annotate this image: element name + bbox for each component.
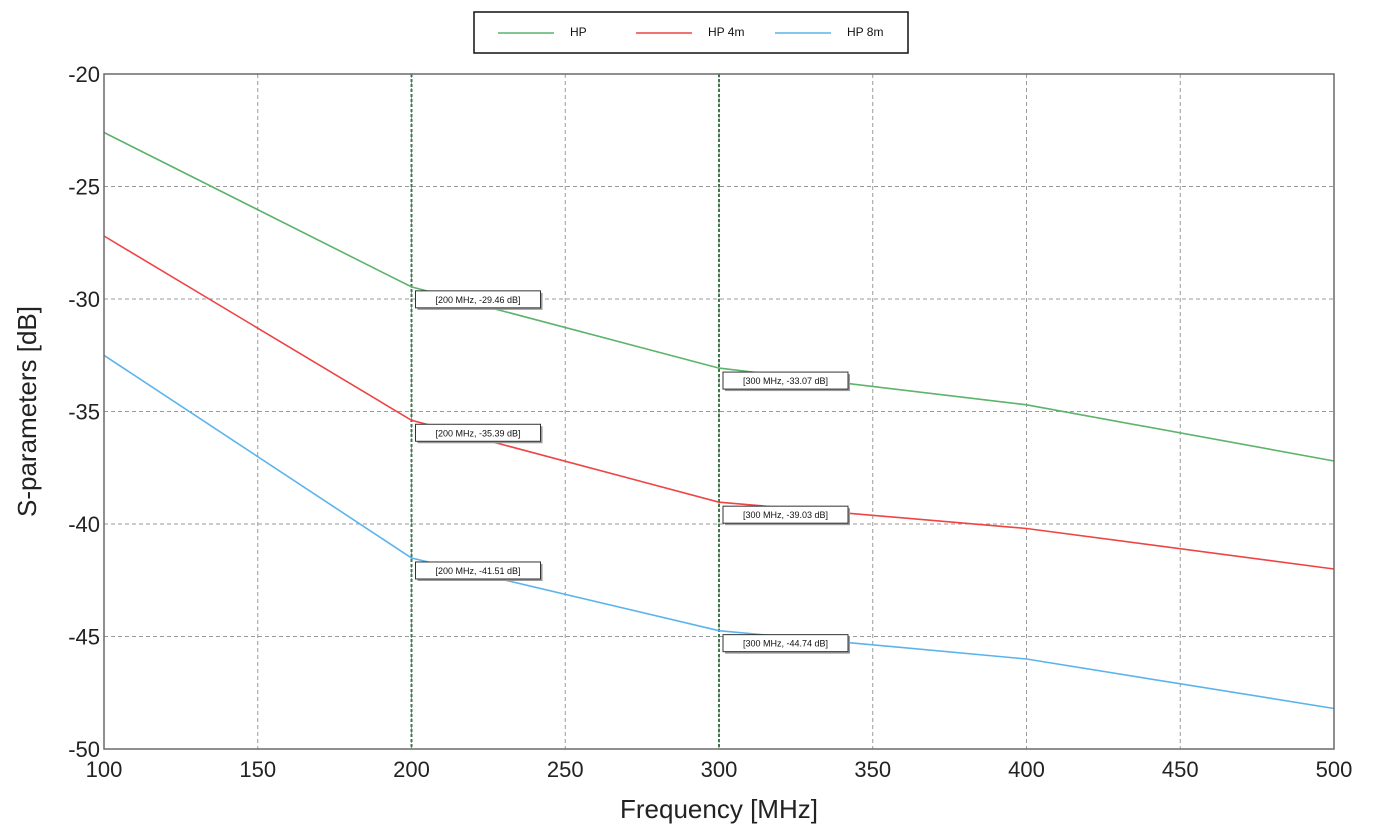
series-layer — [103, 131, 1335, 710]
data-annotation: [200 MHz, -29.46 dB] — [415, 290, 543, 310]
y-tick-label: -30 — [68, 287, 100, 312]
annotation-label: [300 MHz, -39.03 dB] — [743, 510, 828, 520]
tick-label-layer: 100 150 200 250 300 350 400 450 500 -20 -25 -30 -35 -… — [68, 62, 1352, 782]
y-tick-label: -45 — [68, 625, 100, 650]
y-tick-label: -40 — [68, 512, 100, 537]
legend-entry-hp-4m: HP 4m — [636, 25, 744, 39]
y-tick-label: -25 — [68, 175, 100, 200]
x-tick-label: 450 — [1162, 757, 1199, 782]
annotation-box — [722, 371, 849, 390]
x-tick-label: 300 — [701, 757, 738, 782]
legend: HP HP 4m HP 8m — [473, 11, 909, 54]
x-tick-label: 350 — [854, 757, 891, 782]
x-tick-label: 200 — [393, 757, 430, 782]
annotation-label: [200 MHz, -41.51 dB] — [435, 566, 520, 576]
data-annotation: [200 MHz, -41.51 dB] — [415, 561, 543, 581]
y-tick-label: -50 — [68, 737, 100, 762]
marker-line-layer — [410, 74, 720, 749]
annotation-label: [200 MHz, -29.46 dB] — [435, 295, 520, 305]
legend-entry-hp: HP — [498, 25, 587, 39]
annotation-label: [300 MHz, -44.74 dB] — [743, 639, 828, 649]
data-annotation: [300 MHz, -33.07 dB] — [722, 371, 850, 392]
x-axis-title: Frequency [MHz] — [620, 794, 818, 824]
series-line-hp-8m — [103, 354, 1335, 710]
annotation-layer: [200 MHz, -29.46 dB] [200 MHz, -35.39 dB]… — [415, 290, 850, 654]
annotation-label: [200 MHz, -35.39 dB] — [435, 428, 520, 438]
x-tick-label: 400 — [1008, 757, 1045, 782]
legend-label: HP 4m — [708, 25, 744, 39]
series-line-hp-4m — [103, 235, 1335, 570]
annotation-box — [722, 634, 849, 653]
x-tick-label: 100 — [86, 757, 123, 782]
series-line-hp — [103, 131, 1335, 462]
x-tick-label: 500 — [1316, 757, 1353, 782]
legend-label: HP — [570, 25, 587, 39]
legend-items: HP HP 4m HP 8m — [498, 25, 883, 39]
legend-label: HP 8m — [847, 25, 883, 39]
annotation-box — [415, 290, 541, 309]
x-tick-label: 150 — [239, 757, 276, 782]
y-tick-label: -35 — [68, 400, 100, 425]
plot-frame — [103, 73, 1335, 750]
legend-entry-hp-8m: HP 8m — [775, 25, 883, 39]
data-annotation: [200 MHz, -35.39 dB] — [415, 423, 543, 444]
annotation-box — [722, 505, 849, 524]
annotation-label: [300 MHz, -33.07 dB] — [743, 376, 828, 386]
y-tick-label: -20 — [68, 62, 100, 87]
annotation-box — [415, 561, 541, 580]
data-annotation: [300 MHz, -39.03 dB] — [722, 505, 850, 526]
x-tick-label: 250 — [547, 757, 584, 782]
annotation-box — [415, 423, 541, 442]
y-axis-title: S-parameters [dB] — [12, 306, 42, 517]
data-annotation: [300 MHz, -44.74 dB] — [722, 634, 850, 654]
